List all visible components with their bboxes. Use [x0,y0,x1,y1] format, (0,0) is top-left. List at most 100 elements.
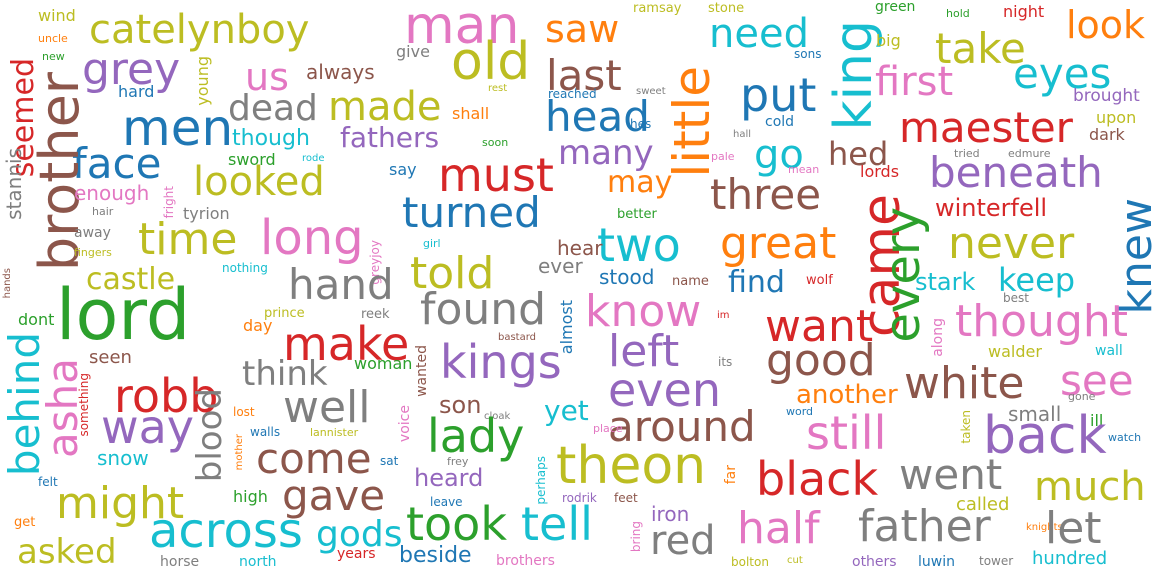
cloud-word-way: way [101,400,195,454]
cloud-word-better: better [617,207,657,222]
cloud-word-dark: dark [1089,125,1125,144]
cloud-word-around: around [608,402,756,451]
cloud-word-still: still [806,406,887,460]
cloud-word-brother: brother [28,72,91,272]
cloud-word-back: back [983,406,1107,466]
cloud-word-rodrik: rodrik [562,491,597,505]
cloud-word-gone: gone [1068,390,1096,403]
cloud-word-look: look [1066,3,1146,47]
cloud-word-king: king [824,20,884,131]
cloud-word-dead: dead [228,88,318,129]
cloud-word-snow: snow [97,446,149,470]
cloud-word-hundred: hundred [1032,548,1108,569]
cloud-word-men: men [122,99,234,157]
cloud-word-eyes: eyes [1013,49,1112,98]
cloud-word-lost: lost [233,405,255,419]
cloud-word-across: across [149,503,303,559]
cloud-word-tower: tower [979,554,1014,568]
cloud-word-father: father [858,501,991,552]
cloud-word-find: find [728,265,785,300]
cloud-word-stone: stone [708,1,745,16]
cloud-word-let: let [1045,503,1102,554]
cloud-word-beside: beside [399,543,472,568]
cloud-word-tell: tell [521,497,593,551]
cloud-word-along: along [930,318,946,357]
cloud-word-walls: walls [250,425,281,439]
cloud-word-brought: brought [1073,86,1140,106]
cloud-word-hes: hes [630,117,652,131]
cloud-word-fathers: fathers [340,121,440,154]
cloud-word-time: time [138,214,238,265]
cloud-word-hold: hold [946,7,970,20]
cloud-word-shall: shall [452,104,490,123]
cloud-word-give: give [396,42,430,61]
cloud-word-pale: pale [711,150,735,163]
cloud-word-cold: cold [765,114,795,130]
cloud-word-lord: lord [56,274,191,356]
cloud-word-feet: feet [614,491,638,505]
cloud-word-say: say [389,160,417,179]
cloud-word-nothing: nothing [222,261,268,275]
cloud-word-even: even [608,363,721,417]
cloud-word-girl: girl [423,237,441,250]
cloud-word-others: others [852,554,897,570]
cloud-word-stark: stark [915,268,976,296]
cloud-word-son: son [439,391,482,419]
cloud-word-luwin: luwin [918,554,955,570]
cloud-word-face: face [72,139,162,188]
cloud-word-its: its [718,355,733,369]
cloud-word-yet: yet [544,394,589,427]
cloud-word-north: north [239,554,277,570]
cloud-word-make: make [283,317,410,371]
cloud-word-two: two [597,218,681,272]
cloud-word-head: head [545,92,650,141]
cloud-word-hands: hands [2,268,13,299]
cloud-word-rode: rode [302,153,325,164]
cloud-word-day: day [243,316,273,335]
cloud-word-rest: rest [488,83,508,94]
cloud-word-thought: thought [955,296,1129,347]
cloud-word-place: place [593,422,623,435]
cloud-word-hard: hard [118,82,155,101]
cloud-word-catelynboy: catelynboy [89,7,310,53]
cloud-word-sat: sat [380,454,399,468]
cloud-word-good: good [766,335,876,386]
cloud-word-asked: asked [17,532,117,572]
cloud-word-hear: hear [557,236,603,260]
cloud-word-robb: robb [114,369,219,423]
cloud-word-first: first [875,59,954,105]
cloud-word-im: im [717,310,730,321]
cloud-word-made: made [328,84,442,130]
cloud-word-bastard: bastard [498,332,537,343]
cloud-word-soon: soon [482,136,509,149]
cloud-word-mean: mean [788,163,820,176]
cloud-word-stannis: stannis [2,148,26,220]
cloud-word-need: need [709,11,809,57]
cloud-word-great: great [720,218,837,269]
cloud-word-hair: hair [92,205,114,218]
cloud-word-long: long [260,210,364,266]
cloud-word-woman: woman [354,354,413,373]
cloud-word-keep: keep [998,261,1076,299]
cloud-word-went: went [899,450,1003,499]
cloud-word-winterfell: winterfell [935,194,1048,222]
cloud-word-seen: seen [89,347,132,368]
cloud-word-found: found [420,284,547,335]
cloud-word-walder: walder [988,342,1042,361]
cloud-word-kings: kings [440,335,562,389]
cloud-word-ill: ill [1090,411,1104,430]
cloud-word-gods: gods [316,514,403,555]
cloud-word-many: many [558,133,654,173]
cloud-word-always: always [306,60,375,84]
cloud-word-man: man [404,0,520,56]
cloud-word-white: white [904,358,1025,409]
cloud-word-beneath: beneath [929,148,1103,197]
cloud-word-taken: taken [959,410,973,444]
cloud-word-theon: theon [556,436,707,496]
cloud-word-green: green [875,0,916,15]
cloud-word-reached: reached [548,87,597,101]
cloud-word-reek: reek [361,307,390,322]
cloud-word-wolf: wolf [806,273,833,288]
cloud-word-never: never [948,218,1075,269]
